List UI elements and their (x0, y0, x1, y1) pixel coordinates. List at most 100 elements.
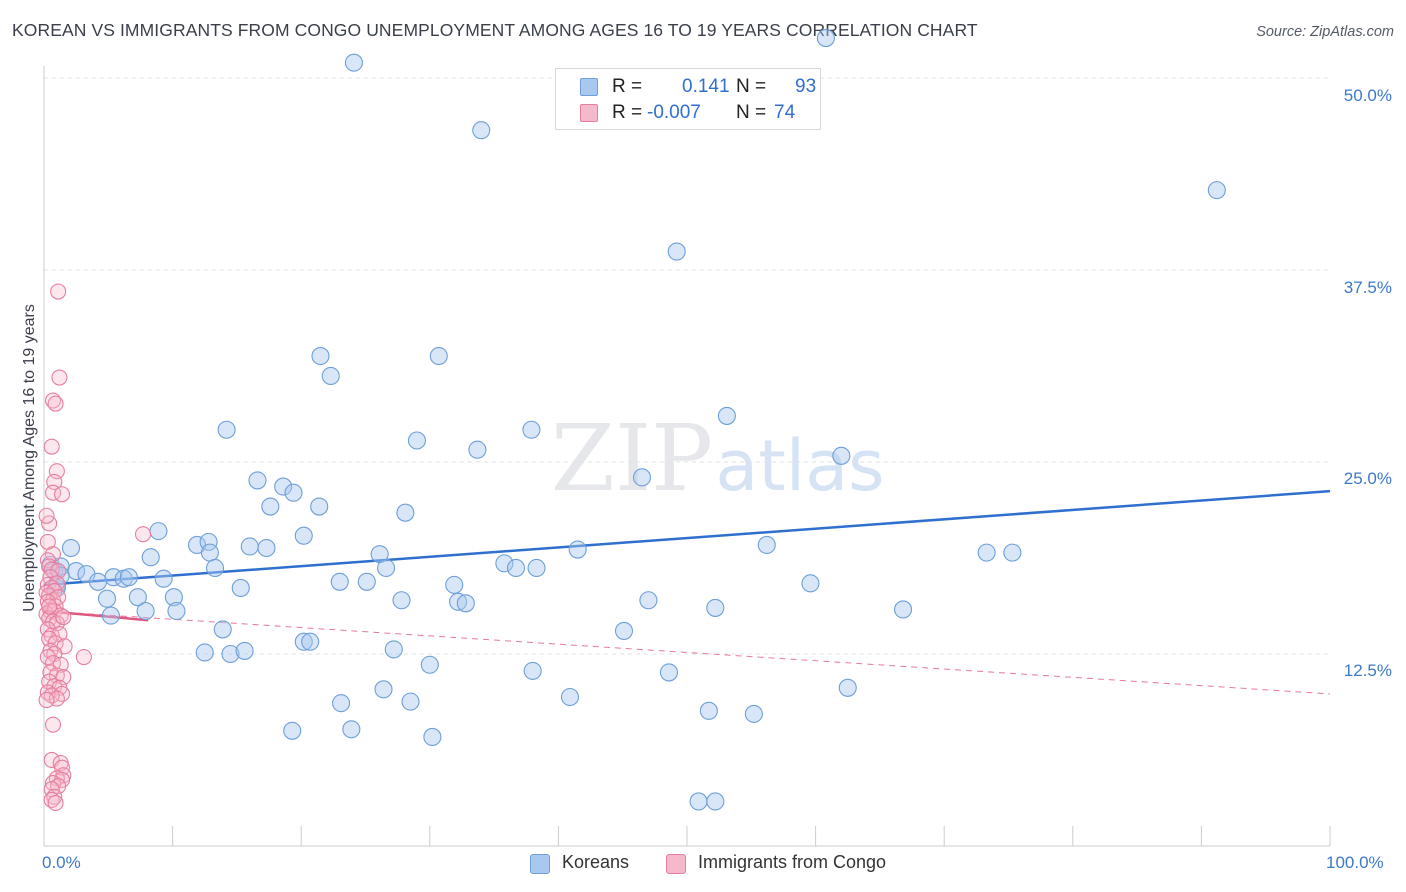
korean-point (221, 644, 240, 664)
korean-point (61, 538, 81, 558)
korean-point (816, 29, 835, 48)
korean-point (235, 641, 254, 660)
korean-point (757, 535, 776, 554)
korean-point (88, 572, 108, 591)
n-label: N = (736, 76, 767, 97)
y-tick-label: 50.0% (1343, 86, 1392, 105)
korean-point (240, 537, 259, 556)
korean-point (332, 694, 351, 713)
congo-point (47, 395, 64, 412)
n-label: N = (736, 102, 767, 123)
korean-point (560, 687, 580, 707)
r-value: -0.007 (647, 102, 701, 123)
congo-point (75, 649, 92, 666)
congo-point (47, 794, 64, 812)
korean-point (632, 468, 652, 487)
x-tick-label-min: 0.0% (42, 853, 81, 872)
korean-point (568, 540, 587, 559)
korean-point (495, 554, 514, 573)
stats-legend: R = 0.141 N = 93 R = -0.007 N = 74 (555, 68, 821, 130)
korean-point (1207, 181, 1226, 200)
axes (43, 66, 1331, 847)
y-tick-label: 12.5% (1343, 661, 1392, 680)
congo-point (38, 507, 55, 524)
congo-trend-extension (43, 610, 1331, 695)
korean-point (377, 558, 396, 578)
korean-point (407, 431, 426, 450)
korean-point (310, 497, 329, 516)
korean-point (283, 721, 302, 740)
zipatlas-watermark: ZIP atlas (551, 405, 885, 512)
korean-point (420, 655, 439, 674)
congo-points (38, 283, 152, 812)
n-value: 74 (774, 102, 796, 123)
source-label: Source: ZipAtlas.com (1256, 24, 1394, 40)
korean-point (217, 420, 236, 439)
korean-point (423, 727, 442, 746)
x-tick-label-max: 100.0% (1326, 853, 1384, 872)
legend-label-congo: Immigrants from Congo (698, 852, 887, 872)
korean-trend-line (43, 489, 1331, 587)
korean-point (977, 543, 996, 562)
korean-point (101, 606, 120, 625)
korean-point (97, 589, 117, 608)
korean-point (119, 568, 138, 587)
korean-swatch (580, 78, 598, 96)
korean-point (449, 592, 468, 611)
watermark-zip: ZIP (551, 405, 713, 512)
korean-point (699, 701, 718, 720)
korean-point (284, 483, 303, 502)
congo-point (43, 438, 60, 455)
korean-point (294, 526, 313, 545)
korean-point (128, 588, 147, 607)
korean-point (357, 572, 376, 591)
congo-point (39, 552, 56, 569)
y-tick-label: 25.0% (1343, 469, 1392, 488)
congo-point (44, 392, 62, 409)
congo-legend-swatch (666, 854, 686, 874)
korean-point (659, 663, 679, 682)
congo-point (51, 369, 68, 386)
korean-point (374, 680, 393, 699)
korean-point (231, 578, 250, 598)
korean-point (136, 601, 155, 621)
korean-point (429, 346, 448, 366)
korean-point (445, 575, 464, 594)
korean-point (344, 53, 363, 72)
korean-point (522, 420, 541, 439)
y-tick-label: 37.5% (1343, 278, 1392, 297)
congo-point (53, 685, 71, 702)
korean-point (200, 543, 219, 562)
korean-point (667, 242, 686, 261)
congo-point (134, 526, 152, 543)
korean-point (141, 548, 160, 567)
korean-point (893, 600, 913, 619)
korean-point (261, 497, 280, 516)
korean-point (744, 704, 763, 723)
korean-point (154, 569, 173, 588)
korean-point (456, 594, 475, 613)
korean-point (838, 678, 857, 697)
korean-point (523, 661, 542, 680)
korean-point (527, 558, 546, 578)
korean-point (311, 346, 330, 366)
congo-point (55, 609, 72, 626)
korean-point (832, 446, 851, 465)
congo-point (48, 690, 65, 707)
korean-point (384, 640, 403, 659)
korean-point (195, 643, 214, 662)
korean-point (248, 471, 267, 490)
y-axis-label: Unemployment Among Ages 16 to 19 years (21, 304, 38, 612)
korean-point (801, 574, 820, 593)
congo-point (46, 788, 63, 805)
n-value: 93 (795, 76, 817, 97)
korean-point (213, 620, 232, 639)
korean-point (706, 598, 725, 617)
korean-point (614, 621, 634, 641)
congo-point (41, 598, 58, 615)
korean-point (1003, 543, 1022, 562)
korean-point (205, 558, 225, 578)
korean-point (257, 538, 276, 558)
r-value: 0.141 (682, 76, 730, 97)
